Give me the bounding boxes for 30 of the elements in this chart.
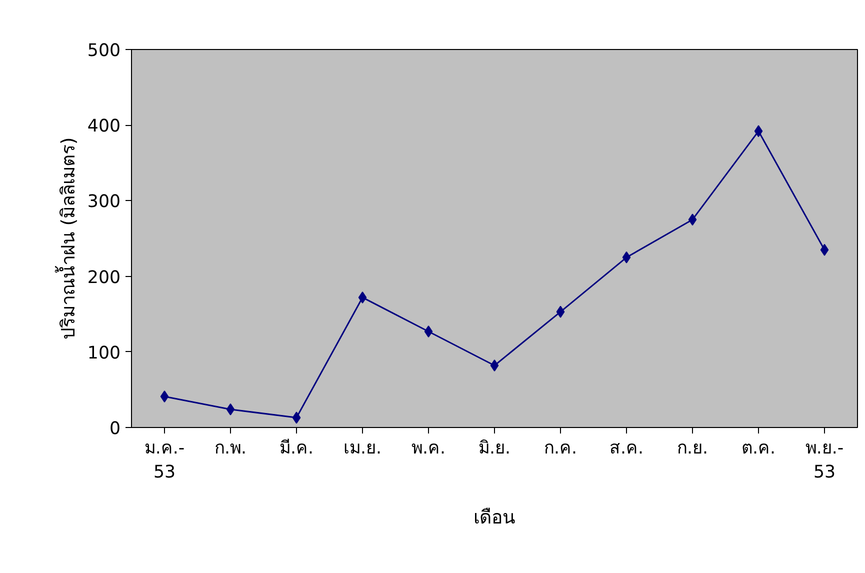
point: [490, 360, 499, 372]
x-tick-label: พ.ย.-53: [805, 438, 844, 482]
point: [688, 214, 697, 226]
y-tick-label: 300: [87, 192, 121, 212]
point: [292, 412, 301, 424]
point: [358, 291, 367, 304]
x-tick-label: ต.ค.: [741, 438, 776, 458]
x-tick-label: ม.ค.-53: [144, 438, 185, 482]
x-axis-title: เดือน: [474, 508, 516, 528]
y-axis-title: ปริมาณน้ำฝน (มิลลิเมตร): [54, 137, 80, 340]
point: [820, 244, 829, 256]
point: [754, 125, 763, 138]
x-tick-label: พ.ค.: [411, 438, 446, 458]
point: [160, 390, 169, 403]
x-tick-label: ก.ย.: [676, 438, 708, 458]
x-tick-label: ก.ค.: [544, 438, 578, 458]
x-tick-label: ก.พ.: [214, 438, 247, 458]
y-tick-label: 0: [109, 419, 121, 439]
point: [424, 325, 433, 338]
y-tick-label: 500: [87, 41, 121, 61]
point: [556, 306, 565, 318]
point: [226, 403, 235, 416]
point: [622, 251, 631, 264]
y-tick-label: 100: [87, 343, 121, 364]
x-tick-label: เม.ย.: [343, 438, 382, 458]
y-tick-label: 400: [87, 116, 121, 137]
x-tick-label: มิ.ย.: [478, 438, 511, 458]
x-tick-label: มี.ค.: [279, 438, 314, 458]
x-tick-label: ส.ค.: [609, 438, 644, 458]
y-tick-label: 200: [87, 268, 121, 288]
